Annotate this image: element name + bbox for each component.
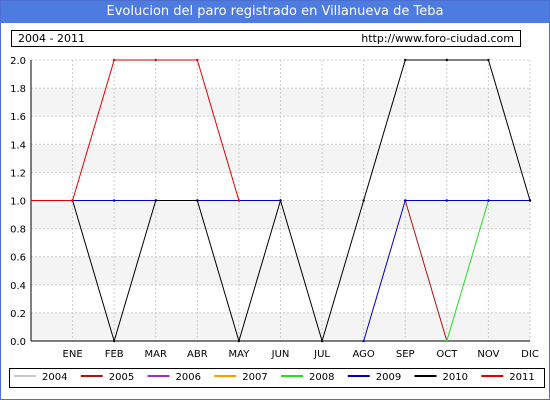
series-point-2010	[320, 339, 324, 343]
series-point-2010	[362, 199, 365, 202]
x-tick-label: DIC	[521, 349, 539, 360]
y-tick-label: 2.0	[10, 56, 26, 67]
series-point-2009	[362, 339, 365, 343]
legend-label-2009: 2009	[376, 372, 401, 383]
series-point-2010	[487, 58, 490, 62]
legend	[9, 368, 545, 388]
legend-label-2004: 2004	[42, 372, 67, 383]
x-tick-label: JUL	[313, 349, 330, 360]
x-tick-label: AGO	[353, 349, 375, 360]
legend-label-2006: 2006	[176, 372, 201, 383]
y-tick-label: 0.6	[10, 253, 26, 264]
series-point-2010	[279, 199, 282, 202]
series-point-2010	[154, 199, 157, 202]
y-tick-label: 1.2	[10, 168, 26, 179]
x-tick-label: NOV	[477, 349, 499, 360]
series-point-2011	[196, 58, 199, 62]
y-tick-label: 1.6	[10, 112, 26, 123]
legend-label-2011: 2011	[509, 372, 534, 383]
x-tick-label: ABR	[187, 349, 208, 360]
info-box: 2004 - 2011 http://www.foro-ciudad.com	[11, 30, 521, 47]
y-tick-label: 0.0	[10, 337, 26, 348]
x-tick-label: SEP	[396, 349, 415, 360]
period-label: 2004 - 2011	[18, 32, 85, 45]
series-line-2008	[446, 200, 489, 342]
series-point-2011	[237, 199, 241, 202]
x-tick-label: ENE	[63, 349, 83, 360]
y-tick-label: 1.0	[10, 197, 26, 208]
y-tick-label: 1.4	[10, 140, 26, 151]
series-point-2009	[112, 199, 116, 202]
series-point-2010	[237, 339, 241, 343]
x-tick-label: MAY	[229, 349, 251, 360]
x-tick-label: MAR	[145, 349, 167, 360]
legend-label-2008: 2008	[309, 372, 334, 383]
legend-label-2010: 2010	[443, 372, 468, 383]
series-point-2010	[445, 58, 449, 62]
series-point-2009	[445, 199, 449, 202]
x-tick-label: FEB	[105, 349, 124, 360]
series-point-2010	[404, 58, 407, 62]
series-point-2008	[445, 339, 449, 343]
legend-label-2005: 2005	[109, 372, 134, 383]
series-point-2011	[112, 58, 116, 62]
series-line-2005	[404, 200, 448, 342]
chart-title: Evolucion del paro registrado en Villanu…	[1, 1, 549, 23]
series-point-2009	[404, 199, 407, 202]
x-tick-label: JUN	[271, 349, 290, 360]
series-line-2010	[72, 59, 531, 343]
series-line-2011	[31, 59, 240, 201]
y-tick-label: 0.8	[10, 225, 26, 236]
series-point-2010	[196, 199, 199, 202]
y-tick-label: 1.8	[10, 84, 26, 95]
series-point-2011	[154, 58, 157, 62]
y-tick-label: 0.4	[10, 281, 26, 292]
series-point-2010	[528, 199, 532, 202]
y-tick-label: 0.2	[10, 309, 26, 320]
series-point-2011	[71, 199, 74, 202]
source-url: http://www.foro-ciudad.com	[361, 32, 514, 45]
legend-label-2007: 2007	[242, 372, 267, 383]
series-point-2009	[487, 199, 490, 202]
series-point-2010	[112, 339, 116, 343]
x-tick-label: OCT	[436, 349, 458, 360]
